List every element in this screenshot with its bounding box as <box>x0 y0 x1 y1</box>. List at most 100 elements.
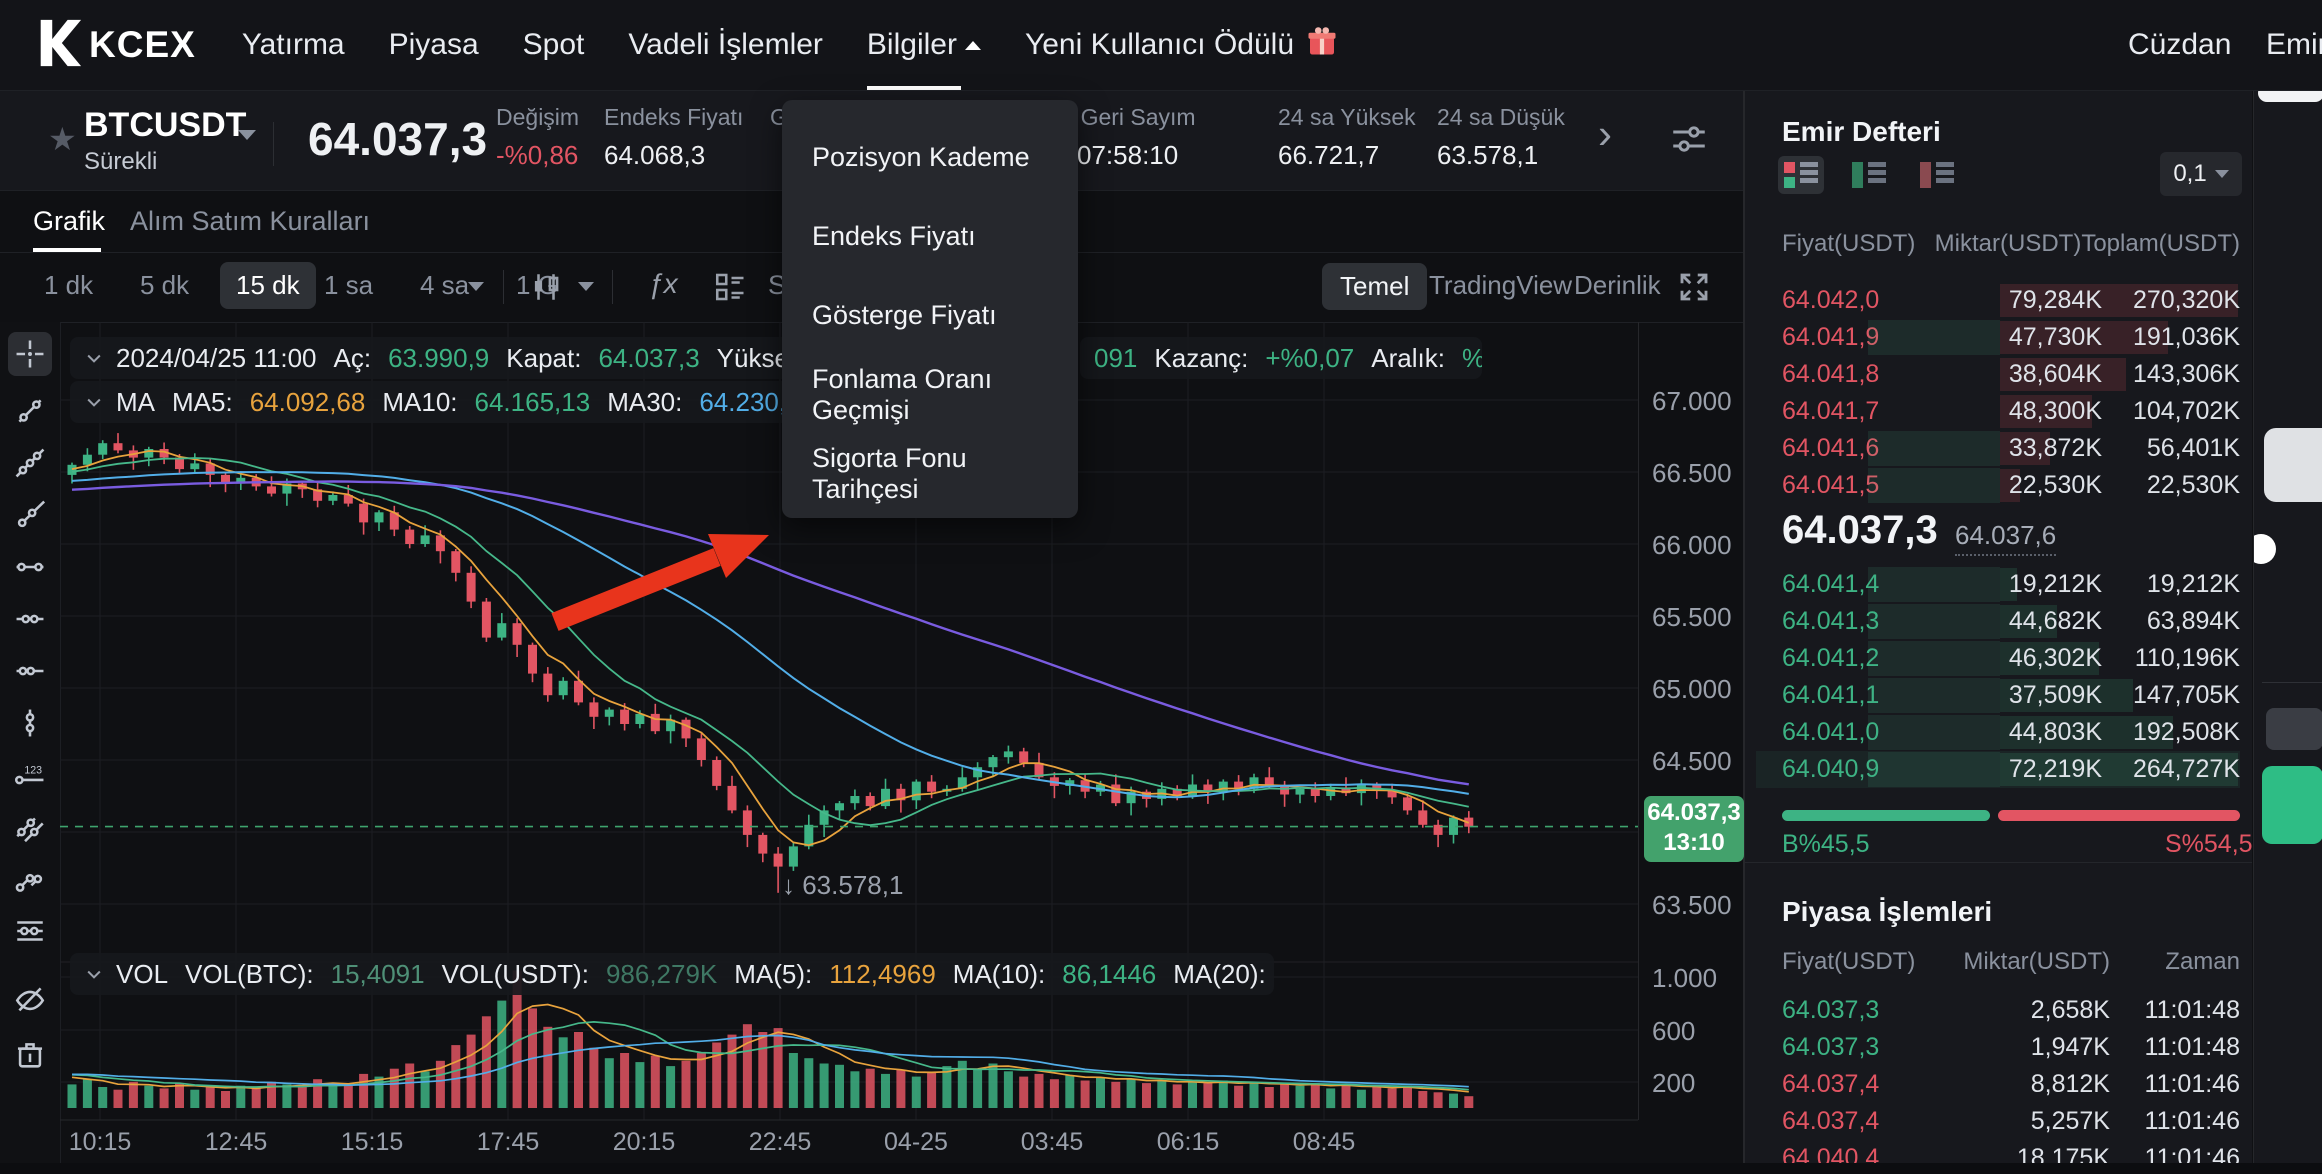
layout-template-icon[interactable] <box>712 269 748 310</box>
nav-active-underline <box>866 86 961 90</box>
menu-item-pozisyon-kademe[interactable]: Pozisyon Kademe <box>812 142 1030 172</box>
toggle-knob[interactable] <box>2254 534 2276 564</box>
delete-drawings-icon[interactable] <box>13 1038 47 1072</box>
ask-row[interactable]: 64.041,7 48,300K 104,702K <box>1756 393 2240 430</box>
candle-style-icon[interactable] <box>528 269 564 310</box>
nav-item-yeni-kullan-c-d-l[interactable]: Yeni Kullanıcı Ödülü <box>1025 0 1340 90</box>
legend-segment: +%0,07 <box>1265 342 1355 373</box>
trade-row[interactable]: 64.037,3 2,658K 11:01:48 <box>1782 992 2240 1029</box>
trade-qty: 2,658K <box>2030 996 2110 1024</box>
nav-wallet[interactable]: Cüzdan <box>2128 28 2232 61</box>
hide-drawings-icon[interactable] <box>13 982 47 1016</box>
sell-ratio-label: S%54,5 <box>2165 830 2253 858</box>
legend-segment: VOL(USDT): <box>441 958 589 989</box>
view-mode-derinlik[interactable]: Derinlik <box>1574 270 1661 300</box>
ticker-field-value-24-sa-y-ksek: 66.721,7 <box>1278 140 1380 170</box>
trade-row[interactable]: 64.037,3 1,947K 11:01:48 <box>1782 1029 2240 1066</box>
symbol-name[interactable]: BTCUSDT <box>84 106 247 144</box>
collapse-chevron-icon[interactable] <box>84 964 104 984</box>
qty-flash <box>1868 567 2000 602</box>
book-view-bids-icon[interactable] <box>1846 156 1892 194</box>
menu-item-sigorta-fonu-tarih-esi[interactable]: Sigorta Fonu Tarihçesi <box>812 442 967 504</box>
legend-segment: 86,1446 <box>1062 958 1157 989</box>
divider <box>2262 682 2322 683</box>
ask-row[interactable]: 64.041,5 22,530K 22,530K <box>1756 467 2240 504</box>
cutoff-input[interactable] <box>2266 708 2322 750</box>
pitchfork-icon[interactable] <box>13 862 47 896</box>
book-price: 64.041,3 <box>1782 607 1880 635</box>
vertical-line-icon[interactable] <box>13 706 47 740</box>
trade-row[interactable]: 64.037,4 8,812K 11:01:46 <box>1782 1066 2240 1103</box>
ask-row[interactable]: 64.041,6 33,872K 56,401K <box>1756 430 2240 467</box>
ticker-field-value-fonlama-oran-geri-say-m: 07:58:10 <box>1077 140 1179 170</box>
bid-row[interactable]: 64.041,2 46,302K 110,196K <box>1756 640 2240 677</box>
crosshair-icon[interactable] <box>8 332 52 376</box>
cutoff-toolbar-item: S <box>768 270 787 300</box>
divider <box>1743 90 1745 1174</box>
bid-row[interactable]: 64.041,1 37,509K 147,705K <box>1756 677 2240 714</box>
collapse-chevron-icon[interactable] <box>84 348 104 368</box>
trade-row[interactable]: 64.037,4 5,257K 11:01:46 <box>1782 1103 2240 1140</box>
x-axis-label: 10:15 <box>68 1128 132 1156</box>
buy-button-cutoff[interactable] <box>2262 766 2322 844</box>
volume-values: VOL VOL(BTC): 15,4091 VOL(USDT): 986,279K MA(… <box>116 959 1274 990</box>
nav-item-vadeli-i-lemler[interactable]: Vadeli İşlemler <box>628 28 823 61</box>
ticker-settings-sliders-icon[interactable] <box>1668 118 1710 165</box>
y-axis-label: 65.500 <box>1652 602 1732 632</box>
legend-segment: 2024/04/25 11:00 <box>116 342 317 373</box>
timeframe-5-dk[interactable]: 5 dk <box>140 270 190 300</box>
ask-row[interactable]: 64.041,9 47,730K 191,036K <box>1756 319 2240 356</box>
timeframe-1-sa[interactable]: 1 sa <box>324 270 374 300</box>
bid-row[interactable]: 64.040,9 72,219K 264,727K <box>1756 751 2240 788</box>
book-view-both-icon[interactable] <box>1778 156 1824 194</box>
indicators-fx-icon[interactable]: ƒx <box>648 268 678 299</box>
view-mode-tradingview[interactable]: TradingView <box>1429 270 1573 300</box>
cross-line-icon[interactable] <box>13 654 47 688</box>
horizontal-line-icon[interactable] <box>13 602 47 636</box>
fullscreen-icon[interactable] <box>1676 269 1712 310</box>
timeframe-more-caret-icon[interactable] <box>468 282 484 291</box>
horizontal-segment-icon[interactable] <box>13 550 47 584</box>
nav-item-bilgiler[interactable]: Bilgiler <box>866 0 981 90</box>
timeframe-15-dk[interactable]: 15 dk <box>220 262 316 309</box>
book-view-asks-icon[interactable] <box>1914 156 1960 194</box>
extended-line-icon[interactable] <box>13 446 47 480</box>
nav-item-spot[interactable]: Spot <box>522 28 585 61</box>
precision-select[interactable]: 0,1 <box>2160 152 2242 196</box>
menu-item-fonlama-oran-ge-mi-i[interactable]: Fonlama Oranı Geçmişi <box>812 363 993 425</box>
menu-item-g-sterge-fiyat[interactable]: Gösterge Fiyatı <box>812 300 997 330</box>
collapse-chevron-icon[interactable] <box>84 392 104 412</box>
legend-segment: VOL <box>116 958 169 989</box>
book-last-price[interactable]: 64.037,3 <box>1782 508 1938 552</box>
book-qty: 48,300K <box>2008 397 2102 425</box>
ray-line-icon[interactable] <box>13 498 47 532</box>
favorite-star-icon[interactable]: ★ <box>48 121 77 157</box>
x-axis-label: 15:15 <box>340 1128 404 1156</box>
ask-row[interactable]: 64.041,8 38,604K 143,306K <box>1756 356 2240 393</box>
nav-item-piyasa[interactable]: Piyasa <box>388 28 479 61</box>
tab-grafik[interactable]: Grafik <box>33 206 106 236</box>
tab-alim-satim-kurallari[interactable]: Alım Satım Kuralları <box>130 206 371 236</box>
menu-item-endeks-fiyat[interactable]: Endeks Fiyatı <box>812 221 976 251</box>
symbol-selector-caret-icon[interactable] <box>238 130 256 140</box>
timeframe-1-dk[interactable]: 1 dk <box>44 270 94 300</box>
nav-orders[interactable]: Emir <box>2266 28 2322 61</box>
trade-time: 11:01:46 <box>2144 1107 2240 1135</box>
timeframe-4-sa[interactable]: 4 sa <box>420 270 470 300</box>
bilgiler-dropdown-menu: Pozisyon Kademe Endeks Fiyatı Gösterge Fiy… <box>782 100 1078 518</box>
bid-row[interactable]: 64.041,3 44,682K 63,894K <box>1756 603 2240 640</box>
price-note-icon[interactable]: 123 <box>13 758 47 792</box>
ask-row[interactable]: 64.042,0 79,284K 270,320K <box>1756 282 2240 319</box>
bid-row[interactable]: 64.041,0 44,803K 192,508K <box>1756 714 2240 751</box>
ticker-more-chevron-icon[interactable]: › <box>1598 110 1612 157</box>
trend-line-icon[interactable] <box>13 394 47 428</box>
parallel-channel-icon[interactable] <box>13 810 47 844</box>
nav-item-yat-rma[interactable]: Yatırma <box>241 28 345 61</box>
view-mode-temel[interactable]: Temel <box>1322 263 1428 310</box>
bid-row[interactable]: 64.041,4 19,212K 19,212K <box>1756 566 2240 603</box>
fib-retracement-icon[interactable] <box>13 914 47 948</box>
kcex-logo[interactable]: KCEX <box>33 16 196 75</box>
last-price: 64.037,3 <box>308 113 488 165</box>
candle-style-caret-icon[interactable] <box>578 282 594 291</box>
book-qty: 22,530K <box>2008 471 2102 499</box>
